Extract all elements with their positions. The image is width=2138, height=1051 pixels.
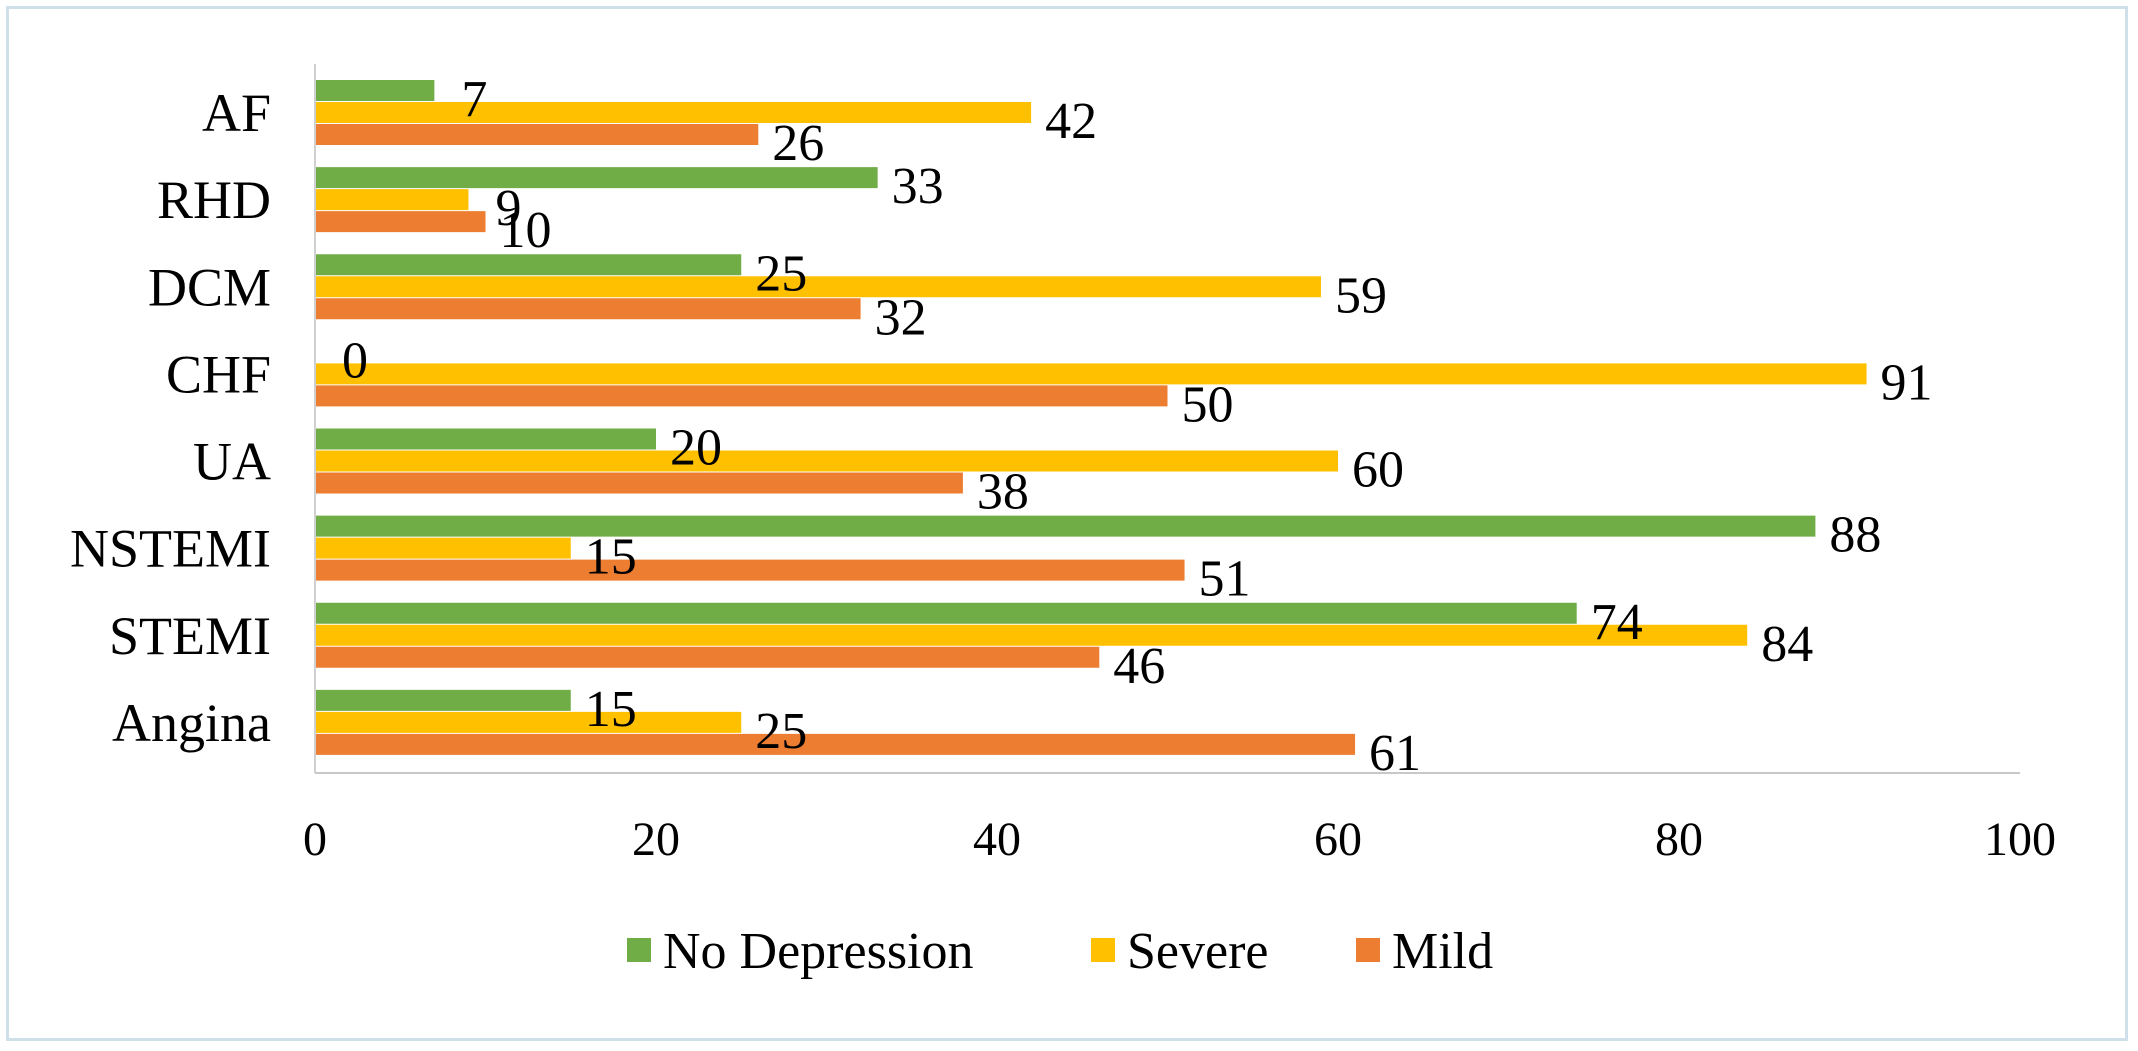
bar-severe-angina xyxy=(315,711,742,733)
labels-layer: 7 42 26 33 910 25 59 32 0 91 50 20 60 38 88 15 51 74 84 46 1… xyxy=(342,71,1933,782)
bar-severe-chf xyxy=(315,363,1867,385)
data-label-severe-rhd: 9 xyxy=(495,180,521,237)
bar-mild-ua xyxy=(315,472,963,494)
bar-no-depression-stemi xyxy=(315,602,1577,624)
legend-label-no-depression: No Depression xyxy=(663,923,974,980)
category-label-nstemi: NSTEMI xyxy=(70,519,271,579)
bar-mild-af xyxy=(315,124,759,145)
data-label-no-depression-nstemi: 88 xyxy=(1829,507,1881,564)
bar-severe-af xyxy=(315,102,1032,123)
data-label-mild-dcm: 32 xyxy=(875,289,927,346)
bar-mild-nstemi xyxy=(315,559,1185,581)
x-tick-label-20: 20 xyxy=(632,813,680,866)
legend-swatch-severe xyxy=(1091,938,1115,962)
data-label-no-depression-angina: 15 xyxy=(585,681,637,738)
x-tick-label-60: 60 xyxy=(1314,813,1362,866)
x-tick-label-40: 40 xyxy=(973,813,1021,866)
category-label-ua: UA xyxy=(193,432,271,492)
data-label-mild-rhd: 10 xyxy=(500,202,552,259)
data-label-severe-angina: 25 xyxy=(755,703,807,760)
bar-mild-dcm xyxy=(315,298,861,320)
bar-mild-rhd xyxy=(315,211,486,233)
legend-layer: No Depression Severe Mild xyxy=(627,923,1493,980)
x-tick-label-0: 0 xyxy=(303,813,327,866)
data-label-mild-ua: 38 xyxy=(977,464,1029,521)
category-label-dcm: DCM xyxy=(148,257,271,317)
legend-label-mild: Mild xyxy=(1392,923,1493,980)
bar-no-depression-rhd xyxy=(315,167,878,189)
data-label-no-depression-stemi: 74 xyxy=(1591,594,1643,651)
bar-severe-dcm xyxy=(315,276,1321,298)
category-label-af: AF xyxy=(202,83,271,143)
data-label-severe-af: 42 xyxy=(1045,93,1097,150)
data-label-no-depression-dcm: 25 xyxy=(755,245,807,302)
data-label-mild-nstemi: 51 xyxy=(1199,551,1251,608)
category-label-stemi: STEMI xyxy=(109,606,271,666)
data-label-mild-chf: 50 xyxy=(1182,376,1234,433)
bar-mild-chf xyxy=(315,385,1168,407)
bar-chart: 7 42 26 33 910 25 59 32 0 91 50 20 60 38 88 15 51 74 84 46 1… xyxy=(70,64,2056,980)
data-label-no-depression-rhd: 33 xyxy=(892,158,944,215)
bar-severe-nstemi xyxy=(315,537,571,559)
data-label-severe-chf: 91 xyxy=(1881,354,1933,411)
chart-frame: 7 42 26 33 9 10 25 59 32 0 91 50 20 60 38 88 15 51 74 84 46 1… xyxy=(6,6,2128,1041)
data-label-no-depression-chf: 0 xyxy=(342,332,368,389)
data-label-mild-af: 26 xyxy=(772,115,824,172)
bars-layer xyxy=(315,80,1867,755)
bar-severe-ua xyxy=(315,450,1338,472)
data-label-mild-stemi: 46 xyxy=(1113,638,1165,695)
data-label-severe-dcm: 59 xyxy=(1335,267,1387,324)
legend-swatch-no-depression xyxy=(627,938,651,962)
axis-layer: AF RHD DCM CHF UA NSTEMI STEMI Angina 0 20 40 60 80 1… xyxy=(70,64,2056,866)
bar-no-depression-dcm xyxy=(315,254,742,276)
legend-swatch-mild xyxy=(1356,938,1380,962)
x-tick-label-100: 100 xyxy=(1984,813,2056,866)
category-label-chf: CHF xyxy=(166,344,271,404)
data-label-severe-ua: 60 xyxy=(1352,442,1404,499)
data-label-no-depression-ua: 20 xyxy=(670,420,722,477)
bar-no-depression-af xyxy=(315,80,435,101)
bar-no-depression-ua xyxy=(315,428,656,450)
bar-no-depression-nstemi xyxy=(315,515,1816,537)
category-label-rhd: RHD xyxy=(157,170,271,230)
bar-mild-angina xyxy=(315,733,1356,755)
bar-severe-rhd xyxy=(315,189,469,211)
bar-no-depression-angina xyxy=(315,689,571,711)
data-label-severe-nstemi: 15 xyxy=(585,529,637,586)
legend-label-severe: Severe xyxy=(1127,923,1268,980)
bar-severe-stemi xyxy=(315,624,1748,646)
bar-mild-stemi xyxy=(315,646,1100,668)
data-label-no-depression-af: 7 xyxy=(461,71,487,128)
data-label-severe-stemi: 84 xyxy=(1761,616,1813,673)
x-tick-label-80: 80 xyxy=(1655,813,1703,866)
category-label-angina: Angina xyxy=(112,693,271,753)
